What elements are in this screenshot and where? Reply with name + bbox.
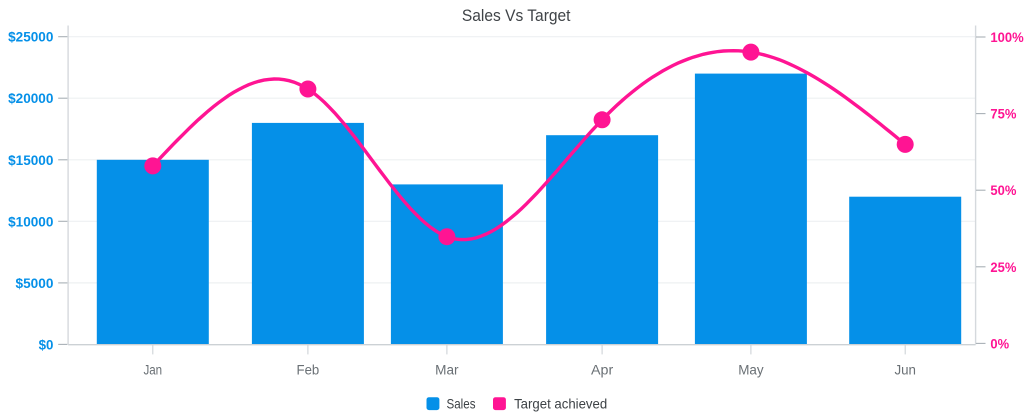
- svg-text:0%: 0%: [990, 336, 1009, 351]
- svg-text:Sales Vs Target: Sales Vs Target: [462, 6, 571, 25]
- svg-text:$10000: $10000: [8, 213, 54, 229]
- svg-text:75%: 75%: [990, 107, 1016, 122]
- svg-text:Sales: Sales: [447, 396, 476, 412]
- svg-text:Jan: Jan: [143, 363, 162, 378]
- svg-text:$0: $0: [39, 336, 54, 352]
- svg-text:Mar: Mar: [435, 363, 459, 378]
- svg-text:May: May: [738, 363, 764, 378]
- svg-text:$5000: $5000: [16, 275, 54, 291]
- svg-text:Feb: Feb: [297, 363, 320, 378]
- svg-text:$25000: $25000: [8, 29, 54, 45]
- svg-text:Apr: Apr: [591, 363, 614, 378]
- svg-text:Target achieved: Target achieved: [514, 396, 607, 412]
- svg-text:$15000: $15000: [8, 152, 54, 168]
- svg-text:25%: 25%: [990, 260, 1016, 275]
- svg-text:50%: 50%: [990, 183, 1016, 198]
- svg-text:$20000: $20000: [8, 90, 54, 106]
- svg-text:Jun: Jun: [894, 363, 916, 378]
- svg-text:100%: 100%: [990, 30, 1023, 45]
